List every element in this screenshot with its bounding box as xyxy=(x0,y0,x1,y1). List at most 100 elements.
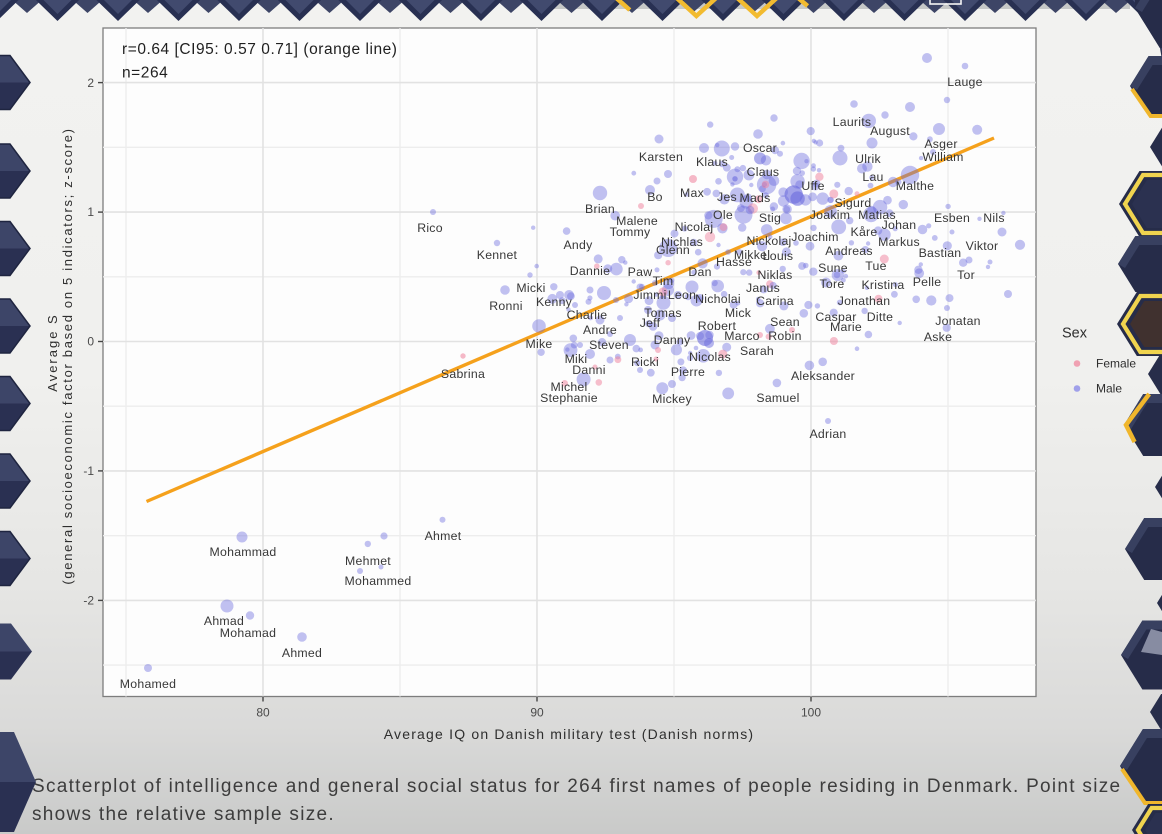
svg-text:Uffe: Uffe xyxy=(801,179,824,193)
svg-text:Kennet: Kennet xyxy=(477,248,518,262)
svg-text:Klaus: Klaus xyxy=(696,155,728,169)
svg-text:Ole: Ole xyxy=(713,208,733,222)
svg-text:Oscar: Oscar xyxy=(743,141,777,155)
svg-text:Mickey: Mickey xyxy=(652,392,692,406)
svg-text:Bastian: Bastian xyxy=(919,246,962,260)
svg-text:Johan: Johan xyxy=(882,218,917,232)
svg-text:Mike: Mike xyxy=(526,337,553,351)
svg-text:Mads: Mads xyxy=(739,191,770,205)
svg-text:Dan: Dan xyxy=(688,265,711,279)
svg-text:Nicolas: Nicolas xyxy=(689,350,731,364)
svg-text:Asger: Asger xyxy=(924,137,957,151)
svg-text:Rico: Rico xyxy=(417,221,443,235)
svg-text:Tore: Tore xyxy=(820,277,845,291)
svg-text:Danny: Danny xyxy=(654,333,691,347)
svg-text:Tue: Tue xyxy=(865,259,886,273)
svg-text:Karsten: Karsten xyxy=(639,150,683,164)
svg-text:Glenn: Glenn xyxy=(656,243,690,257)
svg-text:Jimmi: Jimmi xyxy=(633,288,666,302)
svg-text:n=264: n=264 xyxy=(122,65,168,82)
svg-text:Sabrina: Sabrina xyxy=(441,367,485,381)
svg-text:Kenny: Kenny xyxy=(536,295,573,309)
svg-text:0: 0 xyxy=(87,335,94,349)
svg-text:Louis: Louis xyxy=(763,249,794,263)
svg-text:r=0.64 [CI95: 0.57 0.71] (oran: r=0.64 [CI95: 0.57 0.71] (orange line) xyxy=(122,41,398,58)
svg-text:August: August xyxy=(870,124,910,138)
svg-text:Ricki: Ricki xyxy=(631,355,659,369)
svg-text:Max: Max xyxy=(680,186,705,200)
svg-text:Andy: Andy xyxy=(563,238,593,252)
svg-text:Andreas: Andreas xyxy=(825,244,873,258)
svg-text:Jeff: Jeff xyxy=(640,316,661,330)
svg-text:Robin: Robin xyxy=(768,329,801,343)
svg-text:Average S: Average S xyxy=(45,313,60,391)
svg-text:Esben: Esben xyxy=(934,211,970,225)
svg-text:Caspar: Caspar xyxy=(815,310,856,324)
svg-text:Male: Male xyxy=(1096,382,1122,396)
svg-text:Hasse: Hasse xyxy=(716,255,752,269)
svg-text:Ulrik: Ulrik xyxy=(855,152,881,166)
svg-text:Aske: Aske xyxy=(924,330,952,344)
svg-text:Samuel: Samuel xyxy=(756,391,799,405)
svg-text:Mick: Mick xyxy=(725,306,752,320)
svg-text:Pierre: Pierre xyxy=(671,365,705,379)
svg-text:Claus: Claus xyxy=(747,165,780,179)
svg-text:William: William xyxy=(922,150,963,164)
svg-text:Ahmad: Ahmad xyxy=(204,614,244,628)
svg-text:Ahmet: Ahmet xyxy=(425,529,462,543)
svg-text:Joachim: Joachim xyxy=(791,230,839,244)
svg-text:Tor: Tor xyxy=(957,268,975,282)
svg-text:80: 80 xyxy=(256,706,270,720)
svg-text:Markus: Markus xyxy=(878,235,920,249)
svg-text:Carina: Carina xyxy=(756,294,794,308)
svg-text:Ditte: Ditte xyxy=(867,310,894,324)
svg-text:Kåre: Kåre xyxy=(851,225,878,239)
svg-text:Sex: Sex xyxy=(1062,326,1088,342)
svg-text:Stig: Stig xyxy=(759,211,781,225)
svg-text:Micki: Micki xyxy=(516,281,545,295)
svg-text:Mohammad: Mohammad xyxy=(210,545,277,559)
svg-text:Brian: Brian xyxy=(585,202,615,216)
svg-text:Bo: Bo xyxy=(647,190,663,204)
svg-text:Andre: Andre xyxy=(583,323,617,337)
svg-text:Mehmet: Mehmet xyxy=(345,554,391,568)
svg-text:Dannie: Dannie xyxy=(570,264,610,278)
svg-text:100: 100 xyxy=(801,706,821,720)
svg-text:1: 1 xyxy=(87,205,94,219)
svg-text:Malthe: Malthe xyxy=(896,179,934,193)
svg-text:Janus: Janus xyxy=(746,281,780,295)
svg-text:Marco: Marco xyxy=(724,329,759,343)
svg-text:Leon: Leon xyxy=(668,288,696,302)
svg-text:Mikkel: Mikkel xyxy=(734,248,770,262)
svg-text:Kristina: Kristina xyxy=(861,278,904,292)
svg-text:Sigurd: Sigurd xyxy=(834,196,871,210)
svg-text:Mohammed: Mohammed xyxy=(345,574,412,588)
svg-text:Average IQ on Danish military: Average IQ on Danish military test (Dani… xyxy=(384,726,755,742)
svg-text:Tim: Tim xyxy=(653,274,674,288)
svg-text:Aleksander: Aleksander xyxy=(791,369,855,383)
svg-text:Miki: Miki xyxy=(565,352,588,366)
svg-text:Niklas: Niklas xyxy=(758,268,793,282)
svg-text:Jonatan: Jonatan xyxy=(935,314,981,328)
svg-text:(general socioeconomic factor: (general socioeconomic factor based on 5… xyxy=(60,127,75,584)
svg-text:Ahmed: Ahmed xyxy=(282,646,322,660)
svg-text:Sune: Sune xyxy=(818,261,848,275)
svg-text:Mohamed: Mohamed xyxy=(120,677,176,691)
svg-text:Nicholai: Nicholai xyxy=(695,292,741,306)
svg-text:Tommy: Tommy xyxy=(610,225,651,239)
svg-text:-2: -2 xyxy=(83,594,94,608)
svg-text:Matias: Matias xyxy=(858,208,896,222)
svg-text:Nicolaj: Nicolaj xyxy=(675,220,714,234)
svg-text:Michel: Michel xyxy=(550,380,587,394)
svg-text:Jes: Jes xyxy=(717,190,737,204)
svg-text:Sarah: Sarah xyxy=(740,344,774,358)
svg-text:Pelle: Pelle xyxy=(913,275,942,289)
svg-text:Steven: Steven xyxy=(589,338,629,352)
svg-text:Robert: Robert xyxy=(698,319,737,333)
svg-text:Charlie: Charlie xyxy=(567,308,608,322)
svg-text:Jonathan: Jonathan xyxy=(838,294,891,308)
svg-text:Stephanie: Stephanie xyxy=(540,391,598,405)
svg-text:Laurits: Laurits xyxy=(833,115,872,129)
svg-text:Joakim: Joakim xyxy=(810,208,850,222)
svg-text:Nickolaj: Nickolaj xyxy=(746,234,791,248)
